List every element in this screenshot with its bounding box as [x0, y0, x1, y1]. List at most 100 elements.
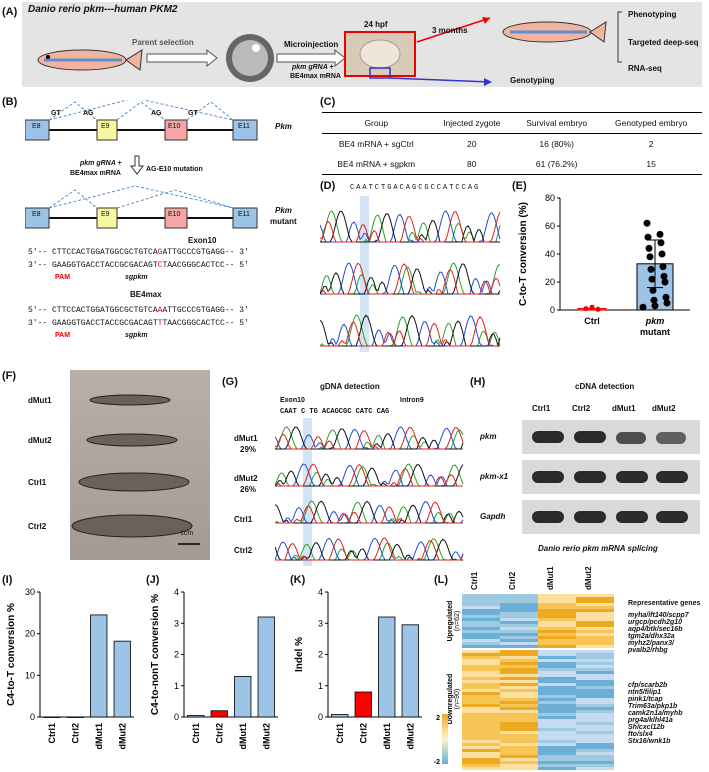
heatmap-cell	[500, 698, 538, 701]
up-gene: tgm2a/dhx32a	[628, 633, 675, 640]
heatmap-cell	[576, 639, 614, 642]
heatmap-cell	[538, 716, 576, 719]
heatmap-cell	[576, 630, 614, 633]
x-tick-label: Ctrl1	[191, 723, 201, 744]
trace	[275, 463, 463, 487]
heatmap-cell	[462, 692, 500, 695]
up-gene: urgcp/pcdh2g10	[628, 619, 683, 626]
heatmap-cell	[576, 740, 614, 743]
panel-label-c: (C)	[320, 96, 336, 108]
sample-name: Ctrl2	[234, 546, 253, 555]
y-tick-label: 2	[174, 650, 179, 660]
panel-label-d: (D)	[320, 180, 336, 192]
lane-label: Ctrl2	[572, 404, 591, 413]
heatmap-cell	[462, 719, 500, 722]
adult-fish-icon	[502, 21, 607, 43]
heatmap-cell	[576, 698, 614, 701]
step-line1: pkm gRNA +	[80, 160, 122, 167]
down-gene: camk2n1a/myhb	[628, 710, 683, 717]
heatmap-cell	[576, 645, 614, 648]
gel-gene: Gapdh	[480, 512, 506, 521]
heatmap-cell	[576, 767, 614, 770]
heatmap-col: Ctrl1	[470, 571, 479, 590]
heatmap-cell	[576, 764, 614, 767]
heatmap-cell	[462, 597, 500, 600]
down-gene-list: cfp/scarb2b ntn5/filip1 pink1/tcap Trim6…	[628, 682, 682, 745]
bar	[331, 714, 349, 718]
heatmap-cell	[538, 621, 576, 624]
heatmap-cell	[576, 650, 614, 653]
col-header: Genotyped embryo	[615, 118, 688, 128]
heatmap-cell	[500, 764, 538, 767]
heatmap-cell	[538, 594, 576, 597]
gdna-seq: CAAT C TG ACAGCGC CATC CAG	[280, 408, 390, 416]
heatmap-cell	[576, 743, 614, 746]
heatmap-cell	[462, 746, 500, 749]
heatmap-cell	[538, 698, 576, 701]
heatmap-cell	[500, 600, 538, 603]
heatmap-cell	[500, 704, 538, 707]
panel-a: Danio rerio pkm---human PKM2 Parent sele…	[22, 2, 702, 87]
heatmap-cell	[500, 689, 538, 692]
exon-e10: E10	[168, 123, 181, 130]
heatmap-cell	[500, 719, 538, 722]
fish-icon	[37, 49, 143, 71]
gene-structure-diagram	[25, 100, 258, 229]
heatmap-cell	[538, 710, 576, 713]
heatmap-cell	[538, 627, 576, 630]
mutant-label: mutant	[270, 217, 297, 226]
heatmap-cell	[576, 692, 614, 695]
heatmap-cell	[576, 710, 614, 713]
heatmap-cell	[500, 668, 538, 671]
heatmap-cell	[462, 650, 500, 653]
panel-c-table: Group Injected zygote Survival embryo Ge…	[322, 112, 702, 175]
heatmap-cell	[500, 618, 538, 621]
microinjection-label: Microinjection	[284, 40, 339, 49]
heatmap-cell	[462, 662, 500, 665]
heatmap-cell	[500, 606, 538, 609]
heatmap-cell	[538, 728, 576, 731]
x-tick-label: dMut2	[261, 723, 271, 750]
cdna-title: cDNA detection	[575, 382, 635, 391]
heatmap-cell	[462, 731, 500, 734]
heatmap-cell	[538, 633, 576, 636]
chromatogram-d	[320, 196, 501, 352]
data-point	[643, 219, 651, 227]
highlight-column	[360, 196, 369, 352]
heatmap-cell	[576, 633, 614, 636]
heatmap-cell	[538, 609, 576, 612]
heatmap-cell	[538, 722, 576, 725]
heatmap-cell	[462, 677, 500, 680]
heatmap-cell	[538, 680, 576, 683]
heatmap-cell	[576, 761, 614, 764]
y-tick-label: 80	[545, 193, 555, 203]
panel-label-k: (K)	[290, 574, 306, 586]
x-tick-label: Ctrl2	[214, 723, 224, 744]
scale-bar-label: 1cm	[180, 530, 194, 537]
panel-a-title: Danio rerio pkm---human PKM2	[28, 4, 178, 15]
inj-line1: pkm gRNA +	[292, 64, 334, 71]
heatmap-cell	[462, 659, 500, 662]
bar	[187, 715, 205, 718]
fish-label: Ctrl2	[28, 522, 47, 531]
heatmap-cell	[500, 633, 538, 636]
heatmap-cell	[538, 597, 576, 600]
heatmap-cell	[462, 701, 500, 704]
y-axis-label: Indel %	[294, 637, 305, 672]
heatmap-cell	[576, 704, 614, 707]
heatmap-cell	[500, 758, 538, 761]
bar	[113, 640, 131, 718]
pam-label-1: PAM	[55, 274, 71, 281]
data-point	[657, 239, 665, 247]
heatmap-cell	[500, 677, 538, 680]
heatmap-cell	[500, 650, 538, 653]
heatmap-cell	[538, 740, 576, 743]
heatmap-cell	[538, 689, 576, 692]
col-header: Group	[364, 118, 389, 128]
data-point	[651, 302, 659, 310]
heatmap-cell	[462, 624, 500, 627]
table-cell: 61 (76.2%)	[535, 159, 578, 169]
heatmap-cell	[500, 671, 538, 674]
heatmap-cell	[500, 656, 538, 659]
